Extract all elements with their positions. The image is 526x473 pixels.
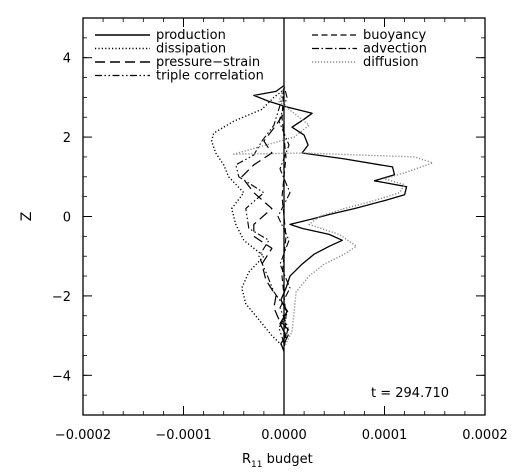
legend-label-pressure-strain: pressure−strain xyxy=(156,55,260,70)
legend-label-buoyancy: buoyancy xyxy=(363,28,426,43)
y-tick-label: 2 xyxy=(63,131,71,146)
series-line-advection xyxy=(277,85,291,348)
legend-label-triple-correlation: triple correlation xyxy=(156,69,264,84)
y-tick-label: −4 xyxy=(52,369,71,384)
y-tick-label: 0 xyxy=(63,211,71,226)
x-axis: −0.0002 −0.0001 0.0000 0.0001 0.0002 xyxy=(55,18,508,443)
legend-label-advection: advection xyxy=(363,42,427,57)
x-tick-label: 0.0000 xyxy=(261,428,307,443)
x-axis-label-main: R xyxy=(242,452,251,467)
series-line-pressure-strain xyxy=(241,112,291,344)
y-axis: −4 −2 0 2 4 xyxy=(52,17,485,416)
x-axis-label-subscript: 11 xyxy=(251,460,262,470)
series-line-dissipation xyxy=(210,88,285,348)
y-tick-label: −2 xyxy=(52,290,71,305)
y-axis-label: Z xyxy=(19,212,35,222)
series-layer xyxy=(210,84,434,352)
series-line-production xyxy=(253,84,408,352)
legend-label-diffusion: diffusion xyxy=(363,55,419,70)
legend: productiondissipationpressure−straintrip… xyxy=(95,28,427,84)
x-tick-label: −0.0002 xyxy=(55,428,111,443)
series-line-buoyancy xyxy=(281,85,287,348)
x-axis-label: R11 budget xyxy=(242,452,313,470)
series-line-triple-correlation xyxy=(235,89,289,344)
x-tick-label: 0.0001 xyxy=(362,428,408,443)
series-line-diffusion xyxy=(233,85,434,348)
legend-label-dissipation: dissipation xyxy=(156,42,226,57)
plot-frame xyxy=(82,17,486,416)
time-annotation: t = 294.710 xyxy=(371,386,449,401)
x-tick-label: −0.0001 xyxy=(155,428,211,443)
x-tick-label: 0.0002 xyxy=(462,428,508,443)
x-axis-label-suffix: budget xyxy=(263,452,313,467)
y-tick-label: 4 xyxy=(63,52,71,67)
legend-label-production: production xyxy=(156,28,226,43)
